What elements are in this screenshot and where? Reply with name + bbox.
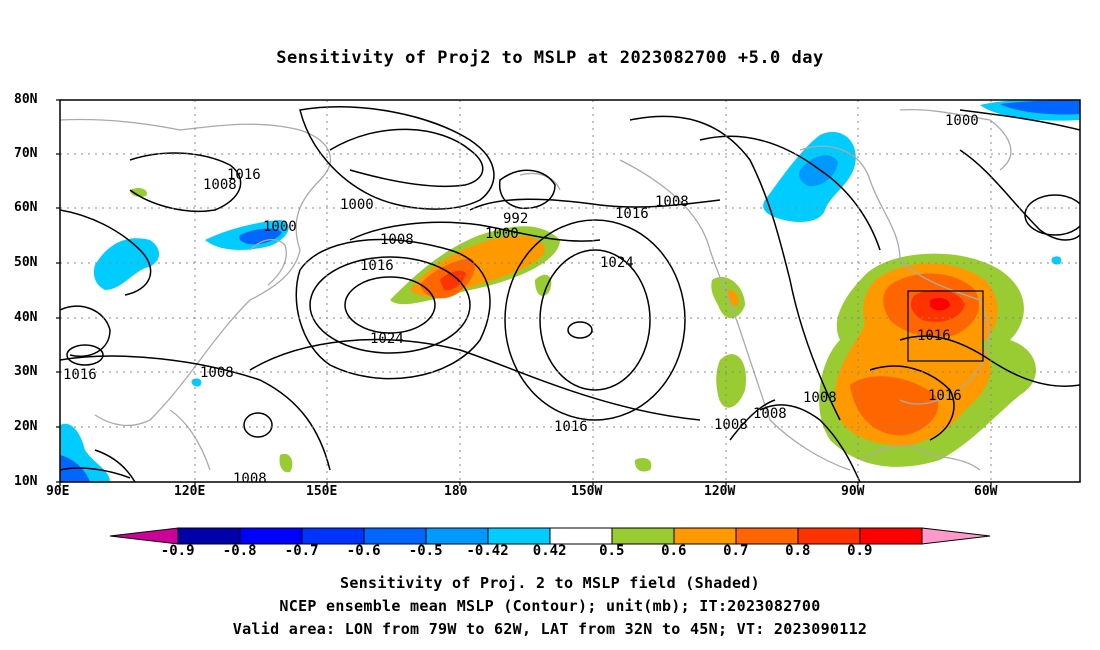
colorbar-label: 0.6 — [661, 543, 687, 559]
colorbar-low-triangle — [109, 527, 179, 545]
shade-small-green3 — [279, 453, 293, 473]
colorbar-label: -0.42 — [466, 543, 509, 559]
map-frame — [59, 99, 1081, 483]
lon-label: 180 — [444, 484, 468, 499]
lon-label: 150W — [571, 484, 603, 499]
shade-mexico-green — [716, 354, 746, 408]
lon-label: 60W — [974, 484, 998, 499]
colorbar-label: -0.9 — [160, 543, 195, 559]
contour-label: 1016 — [615, 206, 649, 222]
lat-label: 30N — [14, 364, 38, 379]
colorbar-segment — [177, 527, 241, 545]
valid-area-box — [907, 290, 984, 362]
lon-label: 90E — [46, 484, 70, 499]
shade-us-red — [930, 298, 950, 311]
colorbar-segment — [487, 527, 551, 545]
caption-line-3: Valid area: LON from 79W to 62W, LAT fro… — [232, 620, 868, 638]
contour-label: 1008 — [203, 177, 237, 193]
shade-small-green1 — [535, 274, 552, 296]
shade-arctic-blue — [1000, 100, 1080, 115]
colorbar-label: -0.7 — [284, 543, 319, 559]
lat-label: 60N — [14, 200, 38, 215]
lon-label: 120E — [174, 484, 206, 499]
lat-label: 80N — [14, 92, 38, 107]
contour-label: 1008 — [200, 365, 234, 381]
colorbar-label: 0.5 — [599, 543, 625, 559]
shade-small-green2 — [634, 458, 652, 472]
contour-label: 992 — [503, 211, 528, 227]
colorbar-label: -0.6 — [346, 543, 381, 559]
colorbar-segment — [549, 527, 613, 545]
contour-label: 1000 — [485, 226, 519, 242]
axis-ticks — [56, 99, 992, 486]
colorbar-segment — [425, 527, 489, 545]
contour-labels: 1016 1008 1000 1008 1016 1024 992 1000 1… — [63, 113, 979, 487]
colorbar-label: 0.9 — [847, 543, 873, 559]
contour-label: 1000 — [263, 219, 297, 235]
colorbar-segment — [797, 527, 861, 545]
contour-label: 1016 — [554, 419, 588, 435]
contour-label: 1008 — [233, 471, 267, 487]
shade-small-cyan1 — [1051, 256, 1062, 265]
coastlines — [60, 109, 1012, 471]
contour-label: 1000 — [340, 197, 374, 213]
caption-line-2: NCEP ensemble mean MSLP (Contour); unit(… — [279, 597, 821, 615]
shade-japan-blue — [239, 228, 282, 245]
lat-label: 20N — [14, 419, 38, 434]
contour-label: 1024 — [370, 331, 404, 347]
shade-small-cyan2 — [191, 378, 202, 387]
shade-us-darkorange2 — [850, 376, 939, 436]
contour-label: 1008 — [655, 194, 689, 210]
chart-title: Sensitivity of Proj2 to MSLP at 20230827… — [276, 48, 824, 68]
contour-label: 1008 — [803, 390, 837, 406]
contour-label: 1008 — [753, 406, 787, 422]
caption-line-1: Sensitivity of Proj. 2 to MSLP field (Sh… — [340, 574, 760, 592]
shade-small-green4 — [130, 187, 147, 197]
contour-label: 1024 — [600, 255, 634, 271]
colorbar-label: -0.5 — [408, 543, 443, 559]
colorbar-label: -0.8 — [222, 543, 257, 559]
mslp-contours — [60, 106, 1080, 482]
lat-label: 40N — [14, 310, 38, 325]
colorbar-segment — [611, 527, 675, 545]
contour-label: 1008 — [380, 232, 414, 248]
lat-label: 10N — [14, 474, 38, 489]
lat-label: 50N — [14, 255, 38, 270]
shade-asia-cyan — [93, 238, 160, 290]
contour-label: 1016 — [917, 328, 951, 344]
contour-label: 1016 — [63, 367, 97, 383]
colorbar-segment — [239, 527, 303, 545]
colorbar-label: 0.7 — [723, 543, 749, 559]
colorbar-segment — [363, 527, 427, 545]
shade-westcoast-orange — [728, 289, 739, 306]
contour-label: 1016 — [227, 167, 261, 183]
lon-label: 120W — [704, 484, 736, 499]
colorbar-high-triangle — [921, 527, 991, 545]
colorbar-segment — [735, 527, 799, 545]
colorbar-label: 0.42 — [532, 543, 567, 559]
contour-label: 1008 — [714, 417, 748, 433]
lat-lon-grid — [60, 100, 1080, 482]
colorbar-segment — [859, 527, 923, 545]
contour-label: 1016 — [360, 258, 394, 274]
shaded-sensitivity — [60, 100, 1080, 482]
contour-label: 1000 — [945, 113, 979, 129]
colorbar-segment — [673, 527, 737, 545]
lon-label: 150E — [306, 484, 338, 499]
contour-label: 1016 — [928, 388, 962, 404]
colorbar-label: 0.8 — [785, 543, 811, 559]
lat-label: 70N — [14, 146, 38, 161]
lon-label: 90W — [841, 484, 865, 499]
colorbar-segment — [301, 527, 365, 545]
